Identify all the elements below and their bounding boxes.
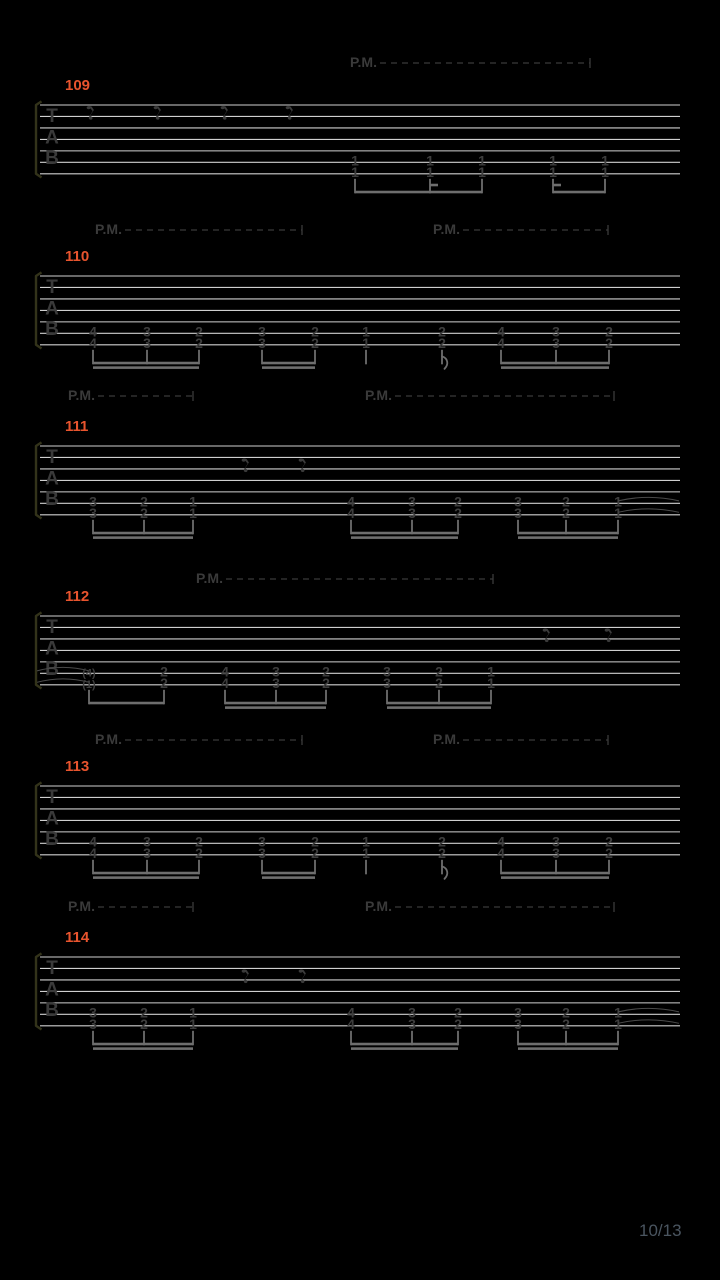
svg-text:B: B	[45, 319, 59, 340]
svg-text:2: 2	[322, 675, 330, 691]
svg-text:P.M.: P.M.	[365, 898, 392, 914]
svg-text:P.M.: P.M.	[95, 221, 122, 237]
svg-text:3: 3	[143, 335, 151, 351]
svg-text:3: 3	[383, 675, 391, 691]
svg-text:A: A	[45, 638, 59, 659]
svg-text:111: 111	[65, 418, 88, 435]
svg-text:P.M.: P.M.	[433, 731, 460, 747]
svg-text:2: 2	[438, 335, 446, 351]
svg-text:110: 110	[65, 248, 89, 265]
svg-text:4: 4	[497, 845, 505, 861]
svg-text:3: 3	[89, 505, 97, 521]
svg-text:4: 4	[347, 505, 355, 521]
svg-text:P.M.: P.M.	[365, 387, 392, 403]
svg-text:4: 4	[89, 335, 97, 351]
svg-text:1: 1	[362, 845, 370, 861]
svg-text:112: 112	[65, 588, 89, 605]
svg-text:T: T	[46, 958, 58, 979]
svg-text:2: 2	[454, 1016, 462, 1032]
svg-text:1: 1	[362, 335, 370, 351]
svg-text:3: 3	[258, 335, 266, 351]
svg-text:T: T	[46, 787, 58, 808]
svg-text:3: 3	[514, 1016, 522, 1032]
svg-text:A: A	[45, 468, 59, 489]
svg-text:3: 3	[552, 335, 560, 351]
svg-text:1: 1	[478, 164, 486, 180]
svg-text:1: 1	[614, 505, 622, 521]
svg-text:T: T	[46, 106, 58, 127]
svg-text:P.M.: P.M.	[350, 54, 377, 70]
svg-text:4: 4	[89, 845, 97, 861]
svg-text:2: 2	[605, 335, 613, 351]
svg-text:2: 2	[160, 675, 168, 691]
svg-text:B: B	[45, 659, 59, 680]
svg-text:2: 2	[311, 845, 319, 861]
svg-text:3: 3	[552, 845, 560, 861]
svg-text:3: 3	[258, 845, 266, 861]
svg-text:109: 109	[65, 77, 90, 94]
svg-text:T: T	[46, 277, 58, 298]
svg-text:T: T	[46, 617, 58, 638]
svg-text:1: 1	[189, 1016, 197, 1032]
svg-text:P.M.: P.M.	[68, 898, 95, 914]
svg-text:2: 2	[438, 845, 446, 861]
svg-text:2: 2	[140, 505, 148, 521]
svg-text:(1): (1)	[82, 679, 96, 691]
svg-text:4: 4	[347, 1016, 355, 1032]
svg-text:3: 3	[408, 505, 416, 521]
svg-text:2: 2	[562, 505, 570, 521]
svg-text:3: 3	[143, 845, 151, 861]
svg-text:A: A	[45, 979, 59, 1000]
svg-text:2: 2	[605, 845, 613, 861]
svg-text:1: 1	[601, 164, 609, 180]
svg-text:(4): (4)	[82, 668, 96, 680]
svg-text:4: 4	[497, 335, 505, 351]
svg-text:1: 1	[614, 1016, 622, 1032]
svg-text:1: 1	[351, 164, 359, 180]
svg-text:1: 1	[487, 675, 495, 691]
svg-text:4: 4	[221, 675, 229, 691]
svg-text:A: A	[45, 298, 59, 319]
svg-text:P.M.: P.M.	[433, 221, 460, 237]
svg-text:P.M.: P.M.	[95, 731, 122, 747]
svg-text:P.M.: P.M.	[196, 570, 223, 586]
svg-text:1: 1	[426, 164, 434, 180]
svg-text:2: 2	[140, 1016, 148, 1032]
svg-text:2: 2	[311, 335, 319, 351]
svg-text:1: 1	[549, 164, 557, 180]
svg-text:2: 2	[454, 505, 462, 521]
svg-text:A: A	[45, 808, 59, 829]
svg-text:113: 113	[65, 758, 89, 775]
svg-text:10/13: 10/13	[639, 1221, 682, 1240]
svg-text:2: 2	[435, 675, 443, 691]
svg-text:1: 1	[189, 505, 197, 521]
svg-text:B: B	[45, 148, 59, 169]
svg-text:114: 114	[65, 929, 90, 946]
svg-text:2: 2	[562, 1016, 570, 1032]
svg-text:B: B	[45, 1000, 59, 1021]
svg-text:2: 2	[195, 335, 203, 351]
svg-text:3: 3	[272, 675, 280, 691]
svg-text:3: 3	[408, 1016, 416, 1032]
svg-text:B: B	[45, 489, 59, 510]
svg-text:T: T	[46, 447, 58, 468]
svg-text:2: 2	[195, 845, 203, 861]
svg-text:P.M.: P.M.	[68, 387, 95, 403]
svg-text:3: 3	[89, 1016, 97, 1032]
svg-text:A: A	[45, 127, 59, 148]
svg-text:B: B	[45, 829, 59, 850]
svg-text:3: 3	[514, 505, 522, 521]
